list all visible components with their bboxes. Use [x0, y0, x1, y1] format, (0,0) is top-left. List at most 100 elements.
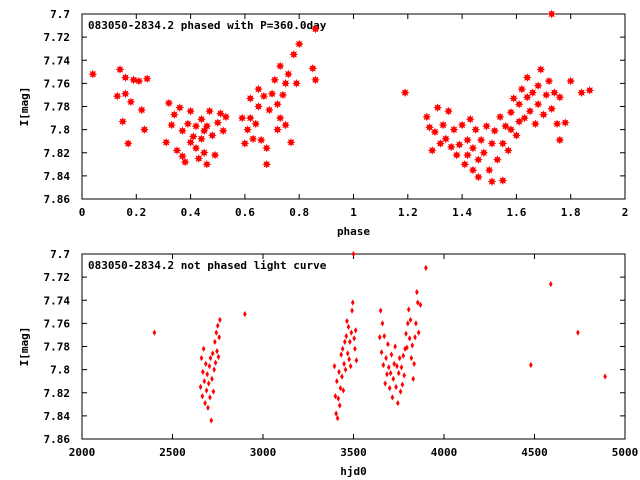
data-point — [335, 415, 340, 422]
data-point — [548, 280, 553, 288]
data-point — [262, 143, 271, 153]
data-point — [422, 112, 432, 122]
data-point — [152, 329, 157, 336]
data-point — [180, 157, 190, 167]
data-point — [400, 381, 405, 388]
x-tick-label: 1 — [350, 206, 357, 219]
data-point — [544, 76, 554, 86]
chart-title: 083050-2834.2 not phased light curve — [88, 259, 327, 272]
data-point — [243, 310, 247, 318]
data-point — [441, 134, 451, 144]
data-point — [404, 330, 408, 337]
y-tick-label: 7.74 — [44, 294, 71, 307]
data-point — [210, 350, 215, 357]
data-point — [281, 120, 290, 130]
data-point — [167, 120, 176, 130]
data-point — [415, 299, 420, 306]
data-point — [221, 112, 231, 122]
data-point — [460, 159, 470, 169]
data-point — [449, 125, 459, 134]
data-point — [514, 117, 524, 126]
x-tick-label: 4500 — [521, 446, 548, 459]
y-tick-label: 7.82 — [44, 387, 71, 400]
data-point — [446, 142, 456, 152]
data-point — [522, 92, 532, 102]
data-point — [342, 360, 346, 368]
data-point — [406, 306, 411, 313]
data-point — [118, 117, 128, 126]
data-point — [416, 329, 421, 336]
data-point — [463, 150, 472, 160]
data-point — [245, 113, 255, 123]
y-axis-label: I[mag] — [18, 87, 31, 127]
y-tick-label: 7.86 — [44, 193, 71, 206]
x-tick-label: 1.2 — [398, 206, 418, 219]
data-point — [311, 75, 320, 85]
data-point — [533, 99, 543, 109]
x-axis-label: hjd0 — [340, 465, 367, 478]
data-point — [425, 122, 434, 132]
data-point — [338, 384, 343, 392]
x-tick-label: 1.8 — [561, 206, 581, 219]
data-point — [514, 99, 524, 109]
y-tick-label: 7.8 — [50, 364, 70, 377]
data-point — [137, 105, 147, 115]
data-point — [342, 338, 347, 346]
data-point — [339, 351, 344, 358]
data-points — [152, 250, 607, 424]
data-point — [378, 307, 383, 314]
data-point — [501, 121, 510, 131]
data-point — [381, 361, 386, 369]
data-point — [333, 393, 338, 400]
y-tick-label: 7.8 — [50, 124, 70, 137]
data-point — [476, 135, 486, 145]
data-point — [262, 159, 271, 169]
data-point — [332, 362, 337, 370]
data-point — [392, 360, 397, 368]
y-tick-label: 7.72 — [44, 271, 71, 284]
data-point — [197, 114, 206, 124]
data-point — [533, 81, 543, 91]
data-point — [254, 102, 263, 111]
data-point — [256, 135, 266, 145]
data-point — [237, 113, 247, 123]
data-point — [213, 359, 218, 366]
data-point — [354, 357, 359, 364]
data-point — [482, 121, 491, 131]
data-point — [383, 380, 387, 387]
data-point — [503, 146, 513, 155]
data-point — [202, 121, 212, 131]
y-tick-label: 7.78 — [44, 101, 71, 114]
data-point — [348, 338, 352, 346]
data-point — [273, 99, 282, 109]
data-point — [350, 299, 355, 306]
y-tick-label: 7.82 — [44, 147, 71, 160]
data-point — [123, 139, 133, 148]
data-point — [215, 347, 219, 355]
data-point — [402, 372, 407, 379]
data-point — [468, 143, 478, 153]
data-point — [490, 126, 500, 136]
x-tick-label: 1.4 — [452, 206, 472, 219]
data-point — [349, 329, 354, 336]
data-point — [273, 125, 282, 134]
data-point — [410, 342, 415, 349]
y-tick-label: 7.7 — [50, 8, 70, 21]
data-point — [455, 140, 464, 150]
data-point — [393, 343, 397, 350]
data-point — [191, 143, 201, 153]
data-point — [377, 334, 382, 341]
data-point — [178, 126, 187, 136]
data-point — [386, 364, 391, 371]
data-point — [529, 361, 533, 369]
data-point — [396, 369, 401, 377]
data-point — [347, 356, 351, 363]
data-point — [495, 112, 505, 122]
data-point — [427, 146, 437, 155]
x-tick-label: 4000 — [431, 446, 458, 459]
data-point — [248, 134, 258, 144]
data-point — [412, 360, 416, 368]
x-tick-label: 0.6 — [235, 206, 255, 219]
x-tick-label: 0.2 — [126, 206, 146, 219]
